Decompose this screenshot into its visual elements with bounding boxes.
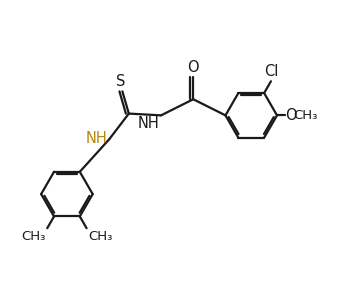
Text: CH₃: CH₃ (21, 230, 46, 243)
Text: O: O (285, 108, 297, 123)
Text: CH₃: CH₃ (88, 230, 112, 243)
Text: NH: NH (138, 116, 160, 131)
Text: Cl: Cl (264, 64, 278, 79)
Text: O: O (187, 60, 199, 75)
Text: S: S (116, 74, 125, 89)
Text: NH: NH (86, 131, 108, 146)
Text: CH₃: CH₃ (293, 109, 317, 122)
